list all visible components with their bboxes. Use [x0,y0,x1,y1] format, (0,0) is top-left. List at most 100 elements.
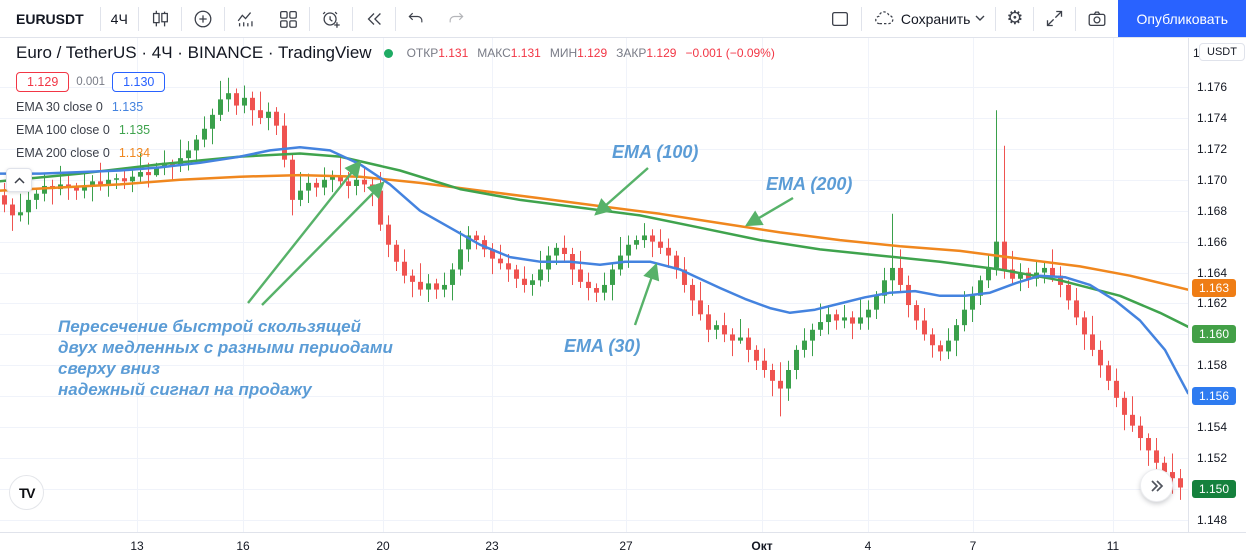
candle-body [218,99,223,115]
candle [954,318,959,357]
candlestick-chart[interactable] [0,38,1188,532]
undo-icon [408,12,423,22]
layout-panel-button[interactable] [819,0,861,37]
candle [794,345,799,380]
panel-square-icon [831,11,848,26]
annotation-label[interactable]: EMA (30) [564,336,641,356]
indicator-row-ema30[interactable]: EMA 30 close 0 1.135 [16,99,775,115]
data-status-dot[interactable] [383,48,393,58]
buy-button[interactable]: 1.130 [112,72,166,92]
candle [674,250,679,279]
candle-body [10,204,15,216]
annotation-arrow[interactable] [247,160,362,304]
separator [1033,6,1035,31]
time-label: 7 [969,539,977,553]
candle-body [138,172,143,177]
chart-type-button[interactable] [139,0,181,37]
price-tick: 1.148 [1197,512,1228,527]
redo-button[interactable] [436,0,476,37]
scroll-to-recent-button[interactable] [1140,469,1173,502]
replay-button[interactable] [353,0,395,37]
candle [466,226,471,262]
save-button[interactable]: Сохранить [862,0,996,37]
layout-grid-button[interactable] [267,0,309,37]
candle [594,283,599,302]
candle-body [834,314,839,321]
compare-button[interactable] [182,0,224,37]
candle-body [130,176,135,182]
grid-icon [279,10,297,28]
settings-button[interactable]: ⚙ [996,0,1033,37]
candle-body [330,176,335,180]
undo-button[interactable] [396,0,436,37]
candle-body [322,179,327,188]
candle-body [578,269,583,282]
price-tick: 1.152 [1197,451,1228,466]
time-label: Окт [751,539,773,553]
price-tick: 1.174 [1197,110,1228,125]
ohlc-values: ОТКР1.131 МАКС1.131 МИН1.129 ЗАКР1.129 −… [407,46,775,60]
chart-canvas[interactable]: Euro / TetherUS · 4Ч · BINANCE · Trading… [0,38,1188,532]
candle-body [1098,349,1103,366]
candle [290,153,295,216]
candle [338,158,343,188]
annotation-arrow[interactable] [633,262,660,326]
candle-body [242,97,247,106]
candle-body [250,97,255,111]
candle-body [522,278,527,285]
candle [442,272,447,298]
snapshot-button[interactable] [1076,0,1118,37]
time-axis[interactable]: 13 16 20 23 27 Окт 4 7 11 [0,532,1246,560]
interval-button[interactable]: 4Ч [101,0,138,37]
legend-header: Euro / TetherUS · 4Ч · BINANCE · Trading… [16,43,775,63]
candle-body [674,255,679,270]
candle [194,134,199,160]
price-axis[interactable]: 1 USDT 1.176 1.174 1.172 1.170 1.168 1.166 1.1… [1188,38,1246,532]
annotation-arrow[interactable] [594,167,649,216]
separator [1075,6,1077,31]
annotation-note-line: Пересечение быстрой скользящей [58,317,362,336]
price-badge[interactable]: 1.160 [1192,325,1237,344]
candle [786,360,791,401]
candle [1002,145,1007,279]
annotation-arrow[interactable] [261,181,385,306]
currency-chip[interactable]: USDT [1199,43,1245,61]
collapse-legend-button[interactable] [6,168,32,192]
candle-body [898,267,903,285]
annotation-arrow[interactable] [744,196,794,227]
annotation-note[interactable]: Пересечение быстрой скользящей двух медле… [58,316,393,400]
candle-body [74,187,79,191]
time-label: 20 [376,539,390,553]
annotation-label[interactable]: EMA (200) [766,174,853,194]
candle-body [258,110,263,118]
candle [1034,260,1039,287]
candle-body [370,184,375,191]
fullscreen-button[interactable] [1034,0,1075,37]
alert-button[interactable] [310,0,352,37]
publish-button[interactable]: Опубликовать [1118,0,1246,37]
annotation-label[interactable]: EMA (100) [612,142,699,162]
candle-body [266,111,271,118]
price-badge[interactable]: 1.150 [1192,480,1237,499]
candle [1154,438,1159,476]
chart-title[interactable]: Euro / TetherUS · 4Ч · BINANCE · Trading… [16,43,372,62]
candle-body [1162,462,1167,473]
candle-body [650,235,655,242]
candle [386,215,391,258]
price-badge[interactable]: 1.156 [1192,387,1237,406]
candle [906,275,911,318]
candle [434,278,439,299]
indicator-row-ema200[interactable]: EMA 200 close 0 1.134 [16,145,775,161]
candle [738,318,743,344]
candle-body [1114,380,1119,398]
candle [642,223,647,248]
ema-30-line[interactable] [0,146,1188,395]
expand-icon [1047,10,1063,27]
indicator-row-ema100[interactable]: EMA 100 close 0 1.135 [16,122,775,138]
sell-button[interactable]: 1.129 [16,72,70,92]
price-badge[interactable]: 1.163 [1192,279,1237,298]
candle-body [450,269,455,285]
tradingview-logo[interactable]: TV [9,475,44,510]
symbol-button[interactable]: EURUSDT [0,0,100,37]
indicators-button[interactable] [225,0,267,37]
